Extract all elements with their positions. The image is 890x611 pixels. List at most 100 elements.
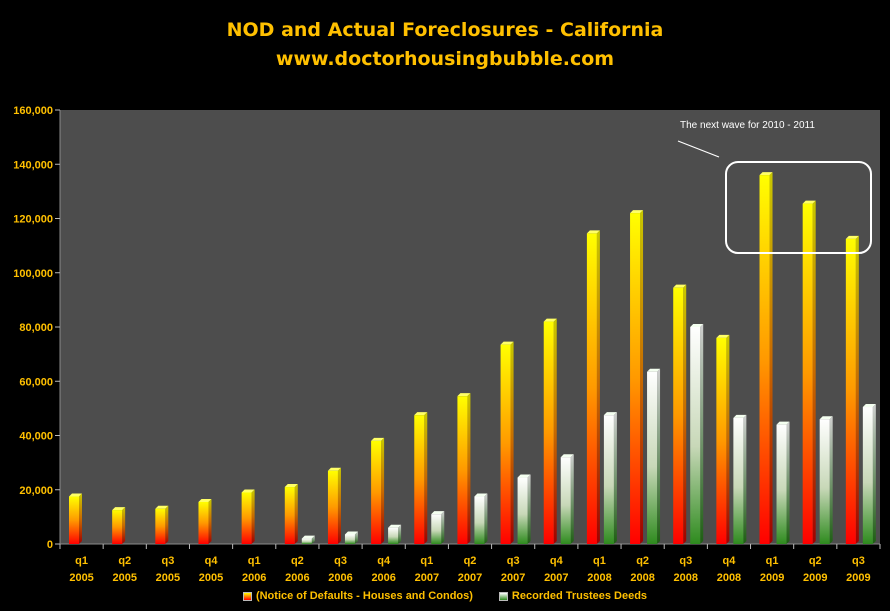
bar-front-face bbox=[759, 175, 770, 544]
bar-side-face bbox=[553, 318, 557, 544]
bar-top-face bbox=[112, 507, 126, 511]
bar-nod bbox=[155, 505, 169, 544]
bar-trustee-deeds bbox=[733, 414, 747, 544]
x-tick-label-year: 2007 bbox=[415, 572, 439, 584]
annotation-highlight-box bbox=[725, 161, 872, 254]
bar-front-face bbox=[776, 424, 787, 544]
bar-nod bbox=[284, 484, 298, 544]
x-tick-label-year: 2007 bbox=[501, 572, 525, 584]
y-tick-label: 160,000 bbox=[13, 105, 53, 117]
legend-item-nod: (Notice of Defaults - Houses and Condos) bbox=[242, 590, 473, 602]
bar-side-face bbox=[683, 284, 687, 544]
x-tick-label-year: 2006 bbox=[371, 572, 395, 584]
legend-label-nod: (Notice of Defaults - Houses and Condos) bbox=[255, 590, 473, 602]
x-tick-label-quarter: q2 bbox=[464, 555, 477, 567]
y-tick-label: 0 bbox=[47, 539, 53, 551]
bar-top-face bbox=[630, 210, 644, 214]
bar-side-face bbox=[424, 412, 428, 544]
x-tick-label-year: 2007 bbox=[458, 572, 482, 584]
bar-top-face bbox=[759, 172, 773, 176]
bar-top-face bbox=[474, 493, 488, 497]
bar-trustee-deeds bbox=[474, 493, 488, 544]
bar-side-face bbox=[311, 535, 315, 544]
bar-trustee-deeds bbox=[690, 324, 704, 544]
bar-top-face bbox=[845, 235, 859, 239]
bar-front-face bbox=[112, 510, 123, 544]
bar-side-face bbox=[484, 493, 488, 544]
x-tick-label-quarter: q3 bbox=[507, 555, 520, 567]
bar-side-face bbox=[855, 235, 859, 544]
bar-side-face bbox=[640, 210, 644, 544]
legend-label-rtd: Recorded Trustees Deeds bbox=[511, 590, 648, 602]
x-tick-label-year: 2005 bbox=[199, 572, 223, 584]
bar-front-face bbox=[543, 321, 554, 544]
bar-front-face bbox=[586, 233, 597, 544]
bar-trustee-deeds bbox=[862, 404, 876, 544]
bar-front-face bbox=[647, 371, 658, 544]
bar-top-face bbox=[344, 531, 358, 535]
bar-nod bbox=[673, 284, 687, 544]
bar-front-face bbox=[198, 501, 209, 544]
x-tick-label-year: 2009 bbox=[803, 572, 827, 584]
bar-front-face bbox=[241, 492, 252, 544]
bar-top-face bbox=[371, 437, 385, 441]
x-tick-label-quarter: q1 bbox=[420, 555, 433, 567]
bar-top-face bbox=[862, 404, 876, 408]
bar-trustee-deeds bbox=[647, 368, 661, 544]
bar-nod bbox=[586, 230, 600, 544]
bar-top-face bbox=[69, 493, 82, 497]
bar-trustee-deeds bbox=[388, 524, 402, 544]
x-tick-label-quarter: q4 bbox=[205, 555, 219, 567]
bar-side-face bbox=[700, 324, 704, 544]
x-tick-label-year: 2006 bbox=[285, 572, 309, 584]
bar-top-face bbox=[819, 416, 833, 420]
bar-nod bbox=[802, 200, 816, 545]
bar-top-face bbox=[647, 368, 661, 372]
bar-nod bbox=[543, 318, 557, 544]
x-tick-label-quarter: q2 bbox=[809, 555, 822, 567]
x-tick-label-year: 2009 bbox=[846, 572, 870, 584]
bar-side-face bbox=[613, 412, 617, 544]
bar-front-face bbox=[284, 487, 295, 544]
bar-top-face bbox=[733, 414, 747, 418]
bar-front-face bbox=[388, 527, 399, 544]
bar-trustee-deeds bbox=[819, 416, 833, 544]
bar-top-face bbox=[284, 484, 298, 488]
x-tick-label-year: 2009 bbox=[760, 572, 784, 584]
bar-top-face bbox=[388, 524, 402, 528]
bar-top-face bbox=[586, 230, 600, 234]
chart-title: NOD and Actual Foreclosures - California bbox=[226, 19, 664, 41]
bar-side-face bbox=[79, 493, 82, 544]
bar-front-face bbox=[845, 238, 856, 544]
bar-side-face bbox=[812, 200, 816, 545]
bar-side-face bbox=[726, 334, 730, 544]
bar-side-face bbox=[872, 404, 876, 544]
bar-trustee-deeds bbox=[431, 511, 445, 544]
bar-nod bbox=[327, 467, 341, 544]
bar-front-face bbox=[431, 514, 442, 544]
bar-top-face bbox=[457, 393, 471, 397]
x-tick-label-year: 2005 bbox=[69, 572, 93, 584]
bar-nod bbox=[371, 437, 385, 544]
bar-top-face bbox=[500, 341, 514, 345]
x-tick-label-year: 2008 bbox=[717, 572, 741, 584]
x-tick-label-quarter: q1 bbox=[766, 555, 779, 567]
bar-front-face bbox=[630, 213, 641, 544]
bar-side-face bbox=[381, 437, 385, 544]
bar-nod bbox=[845, 235, 859, 544]
bar-front-face bbox=[344, 534, 355, 544]
y-tick-label: 60,000 bbox=[19, 376, 53, 388]
y-tick-label: 120,000 bbox=[13, 214, 53, 226]
x-tick-label-quarter: q4 bbox=[377, 555, 391, 567]
bar-trustee-deeds bbox=[776, 421, 790, 544]
bar-top-face bbox=[690, 324, 704, 327]
bar-top-face bbox=[327, 467, 341, 471]
bar-side-face bbox=[398, 524, 402, 544]
bar-front-face bbox=[802, 203, 813, 545]
x-tick-label-quarter: q2 bbox=[291, 555, 304, 567]
bar-top-face bbox=[517, 474, 531, 478]
bar-top-face bbox=[776, 421, 790, 425]
bar-side-face bbox=[441, 511, 445, 544]
